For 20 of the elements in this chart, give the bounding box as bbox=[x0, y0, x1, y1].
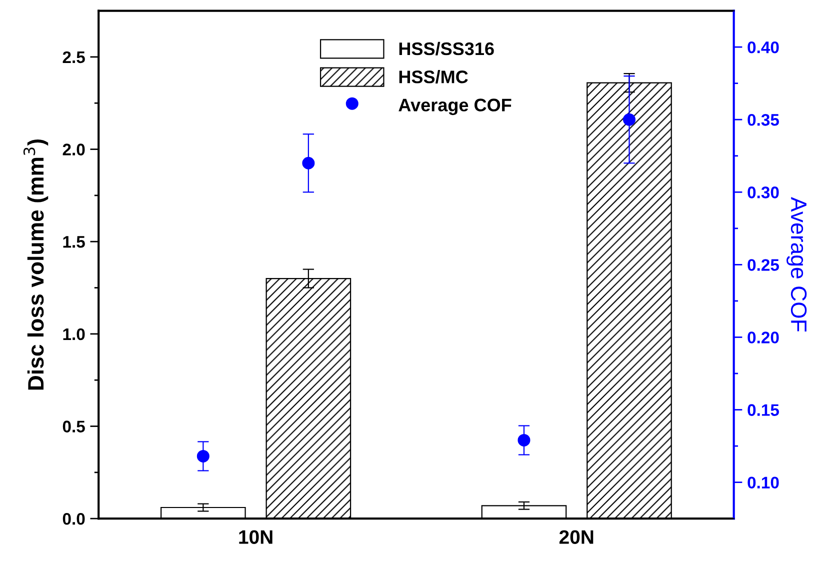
x-tick-label: 10N bbox=[239, 530, 272, 544]
y2-tick-label: 0.30 bbox=[748, 186, 779, 198]
legend-label: HSS/SS316 bbox=[399, 42, 494, 56]
y2-tick-label: 0.25 bbox=[748, 259, 779, 271]
y2-tick-label: 0.15 bbox=[748, 404, 779, 416]
y2-tick-label: 0.40 bbox=[748, 41, 779, 54]
y2-tick-label: 0.35 bbox=[748, 114, 779, 126]
y-axis-title: Disc loss volume (mm$^{3}$) bbox=[23, 139, 48, 390]
y2-tick-label: 0.10 bbox=[748, 476, 779, 489]
y-tick-label: 0.5 bbox=[62, 420, 85, 432]
y-tick-label: 0.0 bbox=[62, 512, 85, 525]
y-tick-label: 1.5 bbox=[63, 236, 85, 248]
y2-axis-title: Average COF bbox=[786, 196, 807, 332]
y-tick-label: 2.0 bbox=[62, 144, 85, 156]
y-tick-label: 1.0 bbox=[63, 328, 85, 340]
y-tick-label: 2.5 bbox=[62, 51, 85, 64]
y2-tick-label: 0.20 bbox=[748, 332, 779, 344]
legend-label: Average COF bbox=[398, 98, 512, 116]
legend-label: HSS/MC bbox=[399, 70, 468, 84]
x-tick-label: 20N bbox=[559, 530, 594, 544]
